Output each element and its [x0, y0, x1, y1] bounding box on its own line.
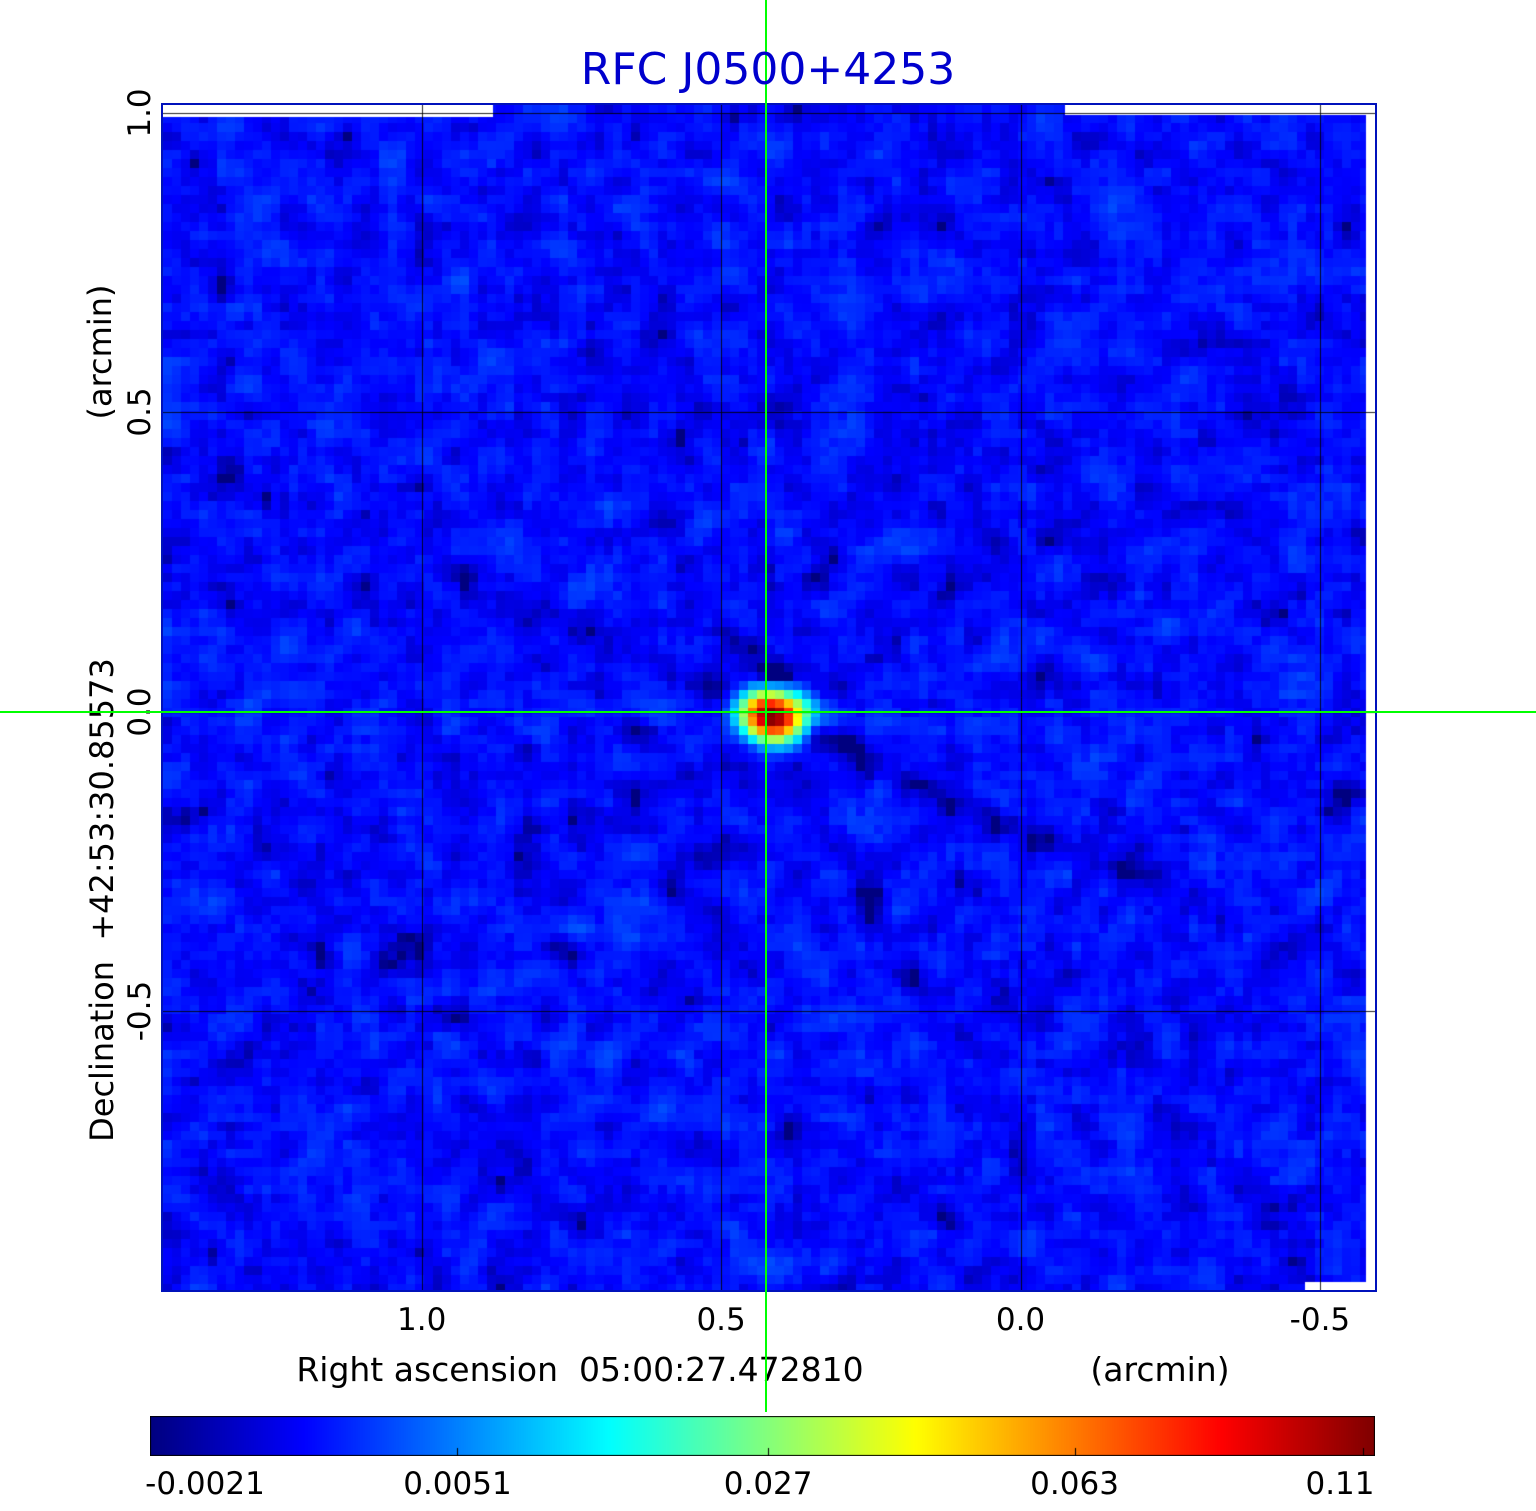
colorbar-tick-label: 0.0051 [403, 1466, 512, 1502]
y-axis-label: Declination +42:53:30.85573 [83, 658, 121, 1142]
x-tick-label: 1.0 [397, 1302, 447, 1338]
y-axis-unit-label: (arcmin) [81, 284, 119, 420]
colorbar-tick-label: 0.11 [1305, 1466, 1375, 1502]
intensity-map-canvas [163, 105, 1375, 1290]
x-tick-label: 0.0 [995, 1302, 1046, 1338]
x-axis-unit-label: (arcmin) [1090, 1350, 1230, 1389]
x-tick-label: 0.5 [696, 1302, 746, 1338]
y-tick-label: 0.0 [122, 687, 158, 737]
chart-title: RFC J0500+4253 [580, 44, 956, 95]
x-tick-label: -0.5 [1289, 1302, 1351, 1338]
colorbar-canvas [150, 1416, 1375, 1456]
y-tick-label: 1.0 [122, 88, 158, 138]
colorbar-tick-label: 0.027 [723, 1466, 813, 1502]
colorbar-tick-label: -0.0021 [145, 1466, 265, 1502]
x-axis-label: Right ascension 05:00:27.472810 [296, 1350, 864, 1389]
y-tick-label: 0.5 [122, 387, 158, 437]
colorbar-tick-label: 0.063 [1030, 1466, 1119, 1502]
y-tick-label: -0.5 [122, 981, 158, 1042]
